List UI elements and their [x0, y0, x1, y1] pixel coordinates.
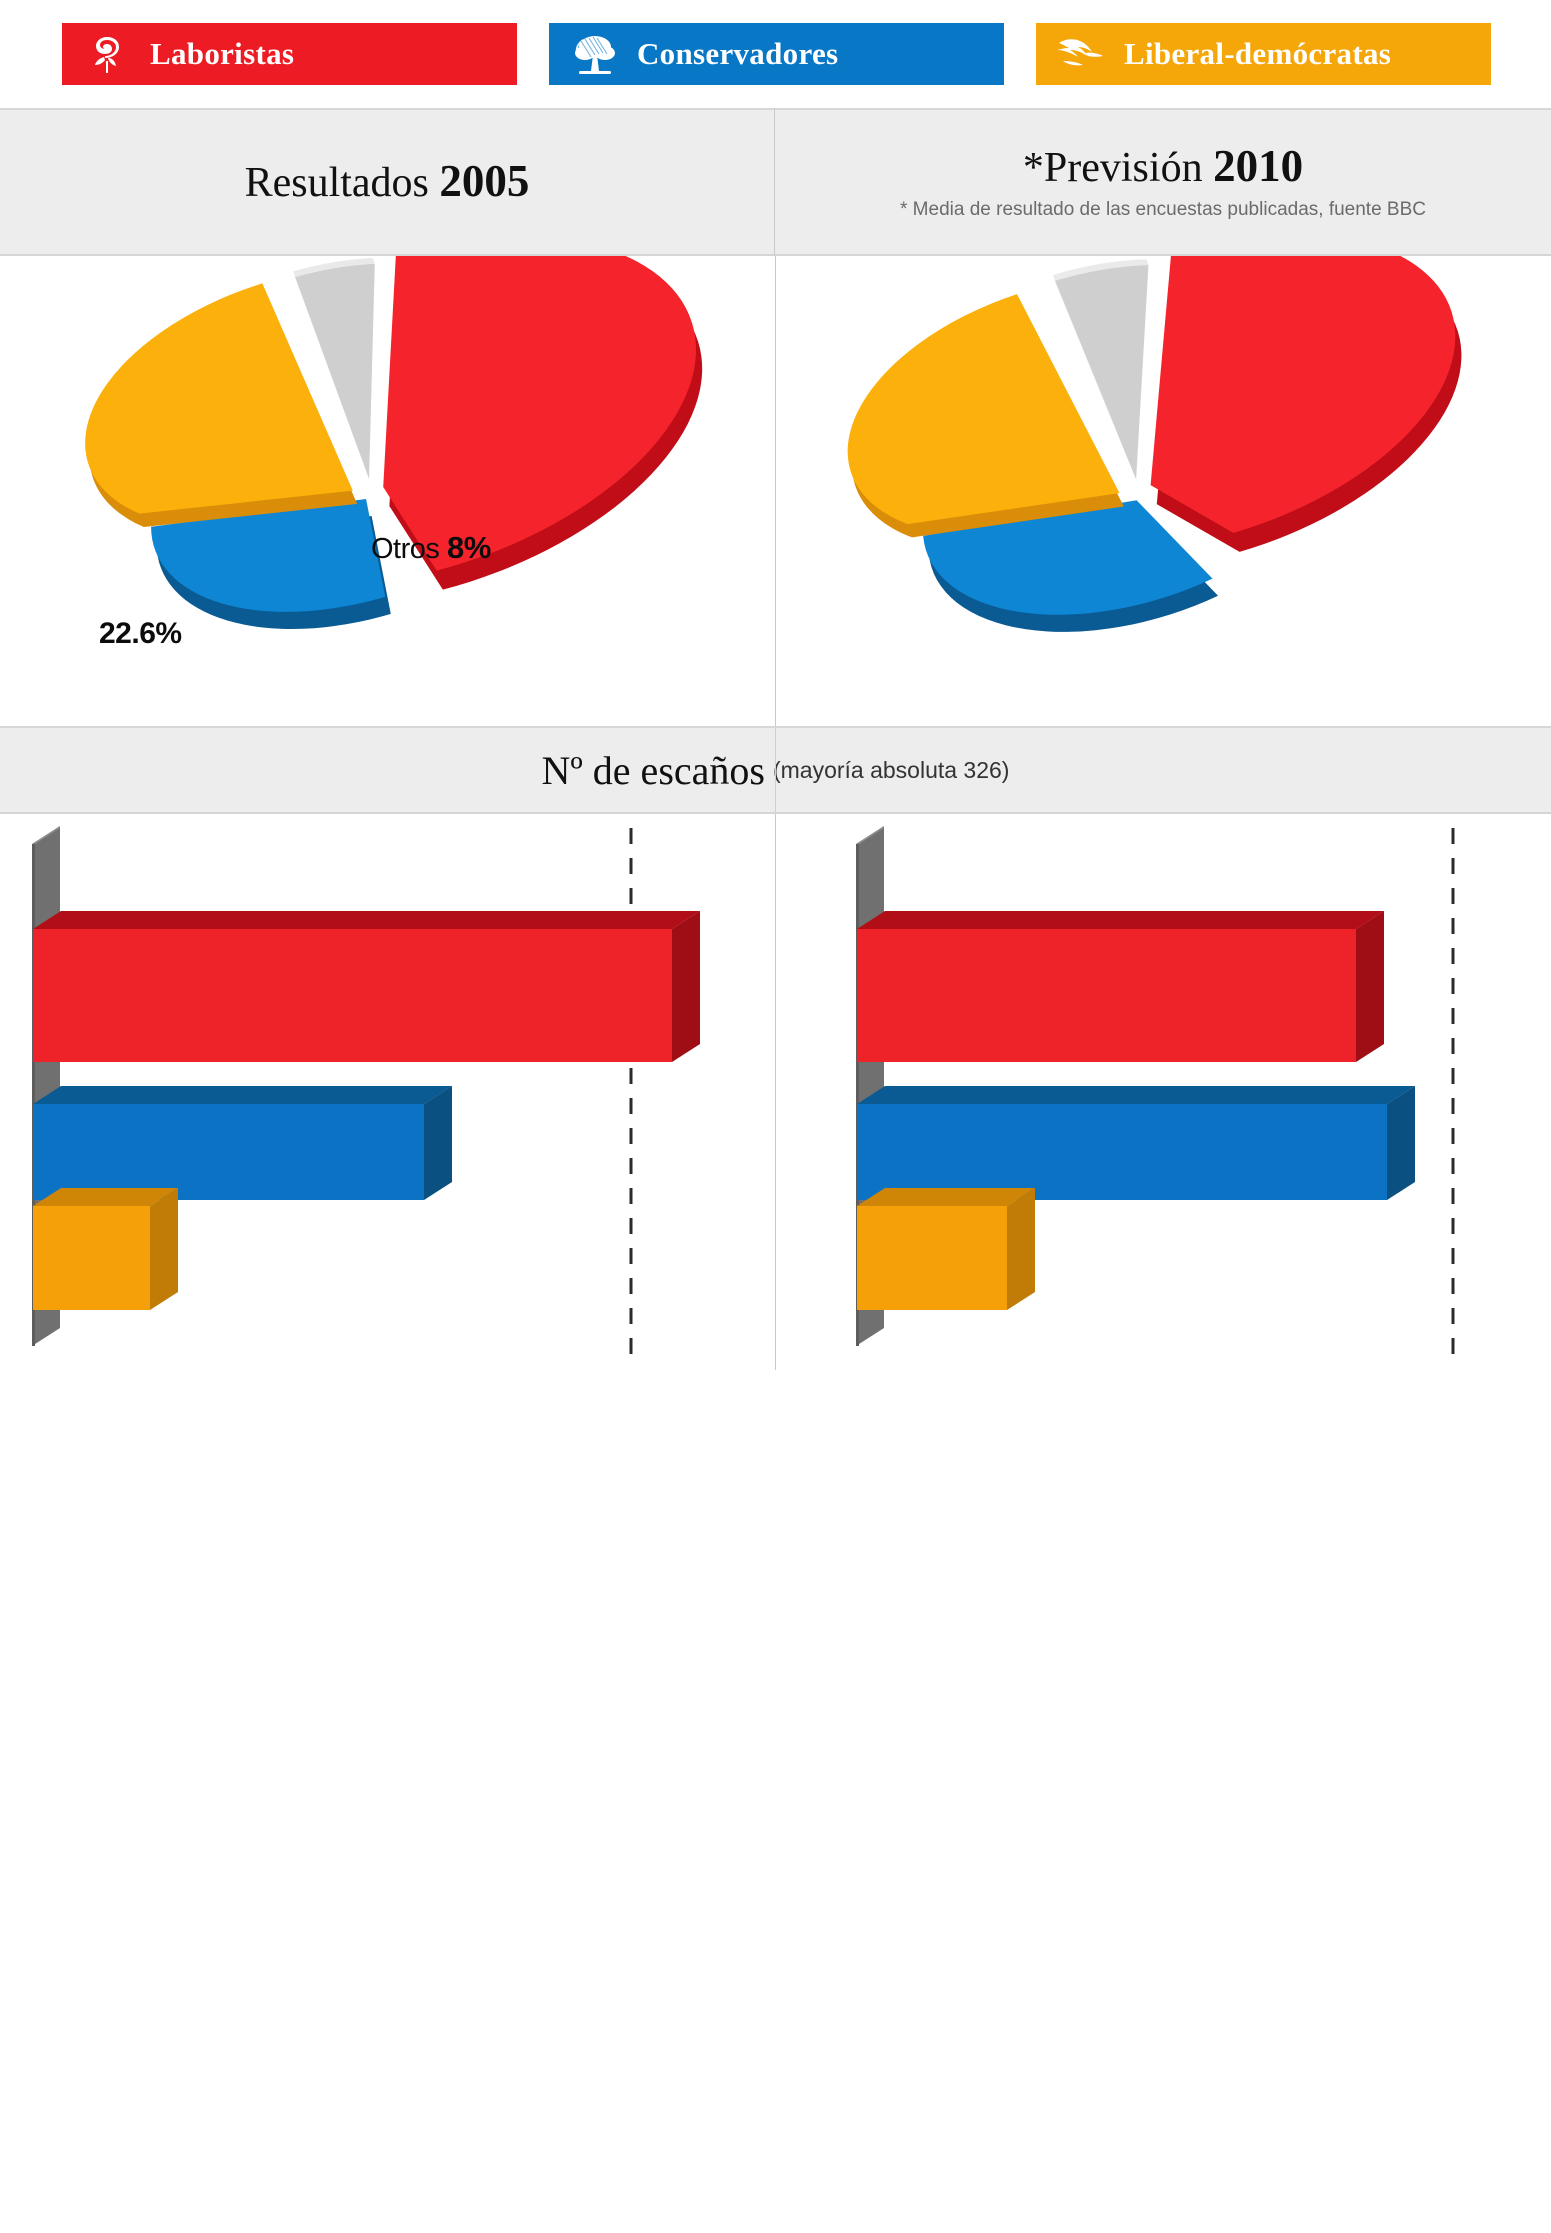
bar-value-liberal-2005: 62 [89, 2195, 127, 2233]
header-divider [775, 728, 776, 812]
panel-header-2010: *Previsión 2010 * Media de resultado de … [775, 108, 1551, 256]
bar-2010-svg [776, 814, 1551, 1370]
bar-conservadores [33, 1086, 452, 1200]
bar-chart-2005: 349 210 62 [0, 814, 776, 1370]
bar-liberal [857, 1188, 1035, 1310]
bar-charts-row: 349 210 62 [0, 814, 1551, 1370]
pie-charts-row: Otros 8% 36.1% 33.2% 22.6% [0, 256, 1551, 726]
bar-chart-2010: 262 279 80 [776, 814, 1551, 1370]
rose-icon [76, 27, 138, 81]
bar-laboristas [33, 911, 700, 1062]
seats-title: Nº de escaños [542, 747, 765, 794]
panel-headers: Resultados 2005 *Previsión 2010 * Media … [0, 108, 1551, 256]
pie-2010-svg [776, 256, 1551, 726]
bar-value-laboristas-2005: 349 [601, 1952, 658, 1990]
bird-icon [1050, 27, 1112, 81]
legend-item-liberal-democratas[interactable]: Liberal-demócratas [1036, 23, 1491, 85]
bar-laboristas [857, 911, 1384, 1062]
bar-value-conservadores-2005: 210 [345, 2085, 402, 2123]
pie-chart-2010: Otros 10% 28% 35% 27% [776, 256, 1551, 726]
seats-header: Nº de escaños (mayoría absoluta 326) [0, 726, 1551, 814]
legend-item-label: Laboristas [150, 36, 294, 72]
legend-item-label: Conservadores [637, 36, 838, 72]
seats-majority-note: (mayoría absoluta 326) [773, 757, 1010, 784]
party-legend: Laboristas Conservadores [0, 0, 1551, 108]
pie-label-liberal-2005: 22.6% [99, 617, 182, 651]
bar-liberal [33, 1188, 178, 1310]
bar-conservadores [857, 1086, 1415, 1200]
panel-title-2010: *Previsión 2010 [1023, 143, 1303, 190]
pie-chart-2005: Otros 8% 36.1% 33.2% 22.6% [0, 256, 776, 726]
pie-2005-svg [0, 256, 775, 726]
legend-item-laboristas[interactable]: Laboristas [62, 23, 517, 85]
tree-icon [563, 27, 625, 81]
pie-label-otros-2005: Otros 8% [371, 530, 491, 566]
bar-2005-svg [0, 814, 775, 1370]
legend-item-conservadores[interactable]: Conservadores [549, 23, 1004, 85]
legend-item-label: Liberal-demócratas [1124, 36, 1391, 72]
panel-header-2005: Resultados 2005 [0, 108, 775, 256]
panel-title-2005: Resultados 2005 [245, 158, 530, 205]
panel-subtitle-2010: * Media de resultado de las encuestas pu… [900, 199, 1426, 221]
